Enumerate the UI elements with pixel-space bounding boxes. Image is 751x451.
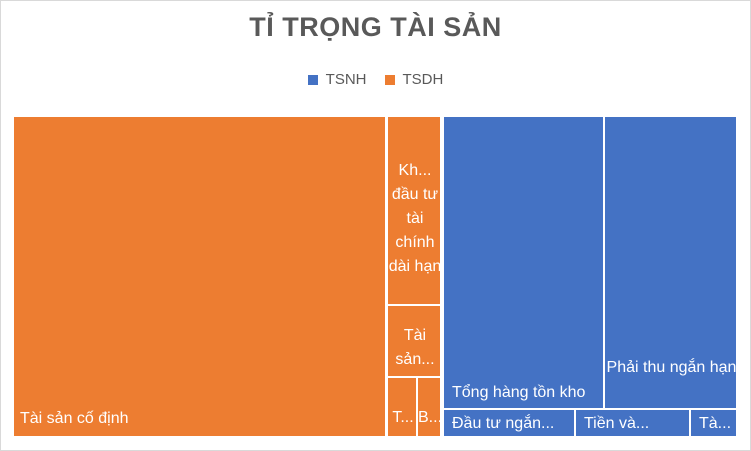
legend-label-tsnh: TSNH <box>325 71 367 88</box>
chart-legend: TSNH TSDH <box>0 71 751 88</box>
treemap-tile: Tà... <box>690 409 737 437</box>
treemap-tile-label: Đầu tư ngắn... <box>452 415 555 432</box>
treemap-tile-label: Tài sản cố định <box>20 410 129 427</box>
treemap-tile: Phải thu ngắn hạn <box>604 116 737 409</box>
treemap-tile: Kh... đầu tư tài chính dài hạn <box>387 116 441 305</box>
treemap-tile: Đầu tư ngắn... <box>443 409 575 437</box>
treemap-tile-label: Tổng hàng tồn kho <box>452 384 586 401</box>
treemap-tile: Tổng hàng tồn kho <box>443 116 604 409</box>
treemap-tile: T... <box>387 377 417 437</box>
treemap-tile-label: B... <box>418 409 441 426</box>
treemap-tile-label: T... <box>392 409 414 426</box>
treemap-tile-label: Tà... <box>699 415 732 432</box>
treemap-tile-label: Kh... đầu tư tài chính dài hạn <box>388 162 441 275</box>
treemap-tile: Tiền và... <box>575 409 690 437</box>
legend-swatch-tsnh <box>307 74 318 85</box>
treemap-tile: B... <box>417 377 441 437</box>
legend-item-tsnh: TSNH <box>307 71 367 88</box>
chart-title: TỈ TRỌNG TÀI SẢN <box>249 12 502 42</box>
treemap-tile: Tài sản... <box>387 305 441 377</box>
treemap-tile-label: Tiền và... <box>584 415 650 432</box>
legend-swatch-tsdh <box>384 74 395 85</box>
treemap-tile: Tài sản cố định <box>13 116 386 437</box>
treemap-tile-label: Tài sản... <box>395 327 435 368</box>
treemap-tile-label: Phải thu ngắn hạn <box>606 359 737 376</box>
legend-item-tsdh: TSDH <box>384 71 444 88</box>
legend-label-tsdh: TSDH <box>402 71 444 88</box>
